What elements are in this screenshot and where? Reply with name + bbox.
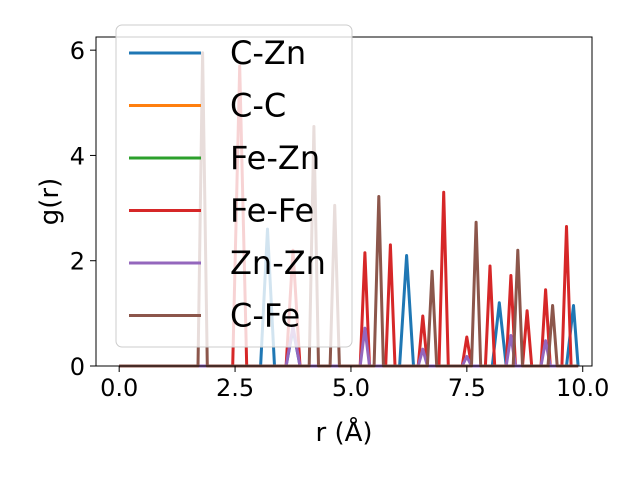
y-axis-label: g(r) [35, 178, 65, 225]
y-axis: 0 2 4 6 [70, 37, 96, 381]
x-tick-label: 7.5 [448, 374, 486, 402]
legend-label-zn-zn: Zn-Zn [230, 244, 326, 282]
y-tick-label: 0 [70, 353, 85, 381]
legend[interactable]: C-Zn C-C Fe-Zn Fe-Fe Zn-Zn C-Fe [115, 24, 353, 348]
x-tick-label: 0.0 [100, 374, 138, 402]
x-axis-label: r (Å) [315, 416, 372, 448]
legend-label-c-c: C-C [230, 87, 286, 125]
legend-label-fe-zn: Fe-Zn [230, 139, 320, 177]
legend-label-c-fe: C-Fe [230, 297, 300, 335]
x-tick-label: 5.0 [332, 374, 370, 402]
legend-label-c-zn: C-Zn [230, 34, 306, 72]
x-tick-label: 2.5 [216, 374, 254, 402]
y-tick-label: 4 [70, 142, 85, 170]
y-tick-label: 6 [70, 37, 85, 65]
legend-label-fe-fe: Fe-Fe [230, 192, 314, 230]
x-axis: 0.0 2.5 5.0 7.5 10.0 [100, 366, 609, 402]
y-tick-label: 2 [70, 248, 85, 276]
x-tick-label: 10.0 [556, 374, 609, 402]
